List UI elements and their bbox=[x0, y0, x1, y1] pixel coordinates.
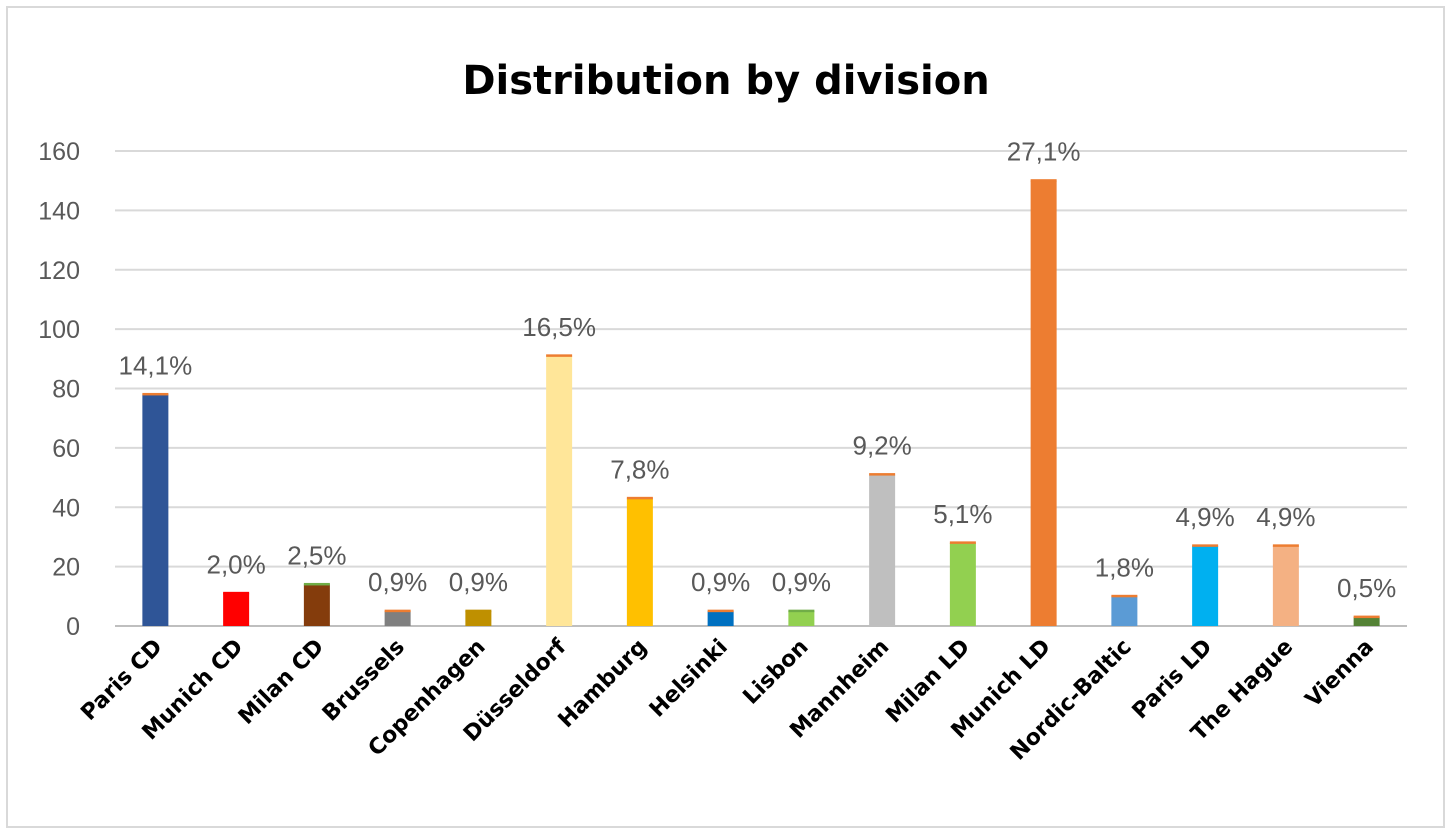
bar bbox=[1192, 545, 1219, 626]
y-tick-label: 160 bbox=[38, 138, 80, 166]
bar-cap bbox=[546, 354, 573, 357]
y-tick-label: 140 bbox=[38, 197, 80, 225]
bar-cap bbox=[626, 496, 653, 500]
category-label: Milan CD bbox=[234, 635, 329, 730]
category-label: Lisbon bbox=[739, 635, 814, 710]
data-label: 2,5% bbox=[287, 540, 346, 570]
data-label: 14,1% bbox=[119, 350, 193, 380]
bar bbox=[1353, 617, 1380, 626]
y-tick-label: 120 bbox=[38, 257, 80, 285]
bar-cap bbox=[465, 609, 492, 613]
bar bbox=[707, 611, 734, 626]
bar-chart: Distribution by division 0 20 40 60 80 100 120… bbox=[38, 58, 1407, 765]
y-tick-label: 100 bbox=[38, 316, 80, 344]
bar bbox=[869, 474, 896, 626]
data-label: 4,9% bbox=[1256, 502, 1315, 532]
chart-title: Distribution by division bbox=[462, 58, 989, 104]
bar bbox=[1030, 180, 1057, 626]
data-label: 0,9% bbox=[691, 567, 750, 597]
bar-cap bbox=[1192, 544, 1219, 547]
bar bbox=[384, 611, 411, 626]
bar bbox=[1111, 596, 1138, 626]
data-label: 0,5% bbox=[1337, 573, 1396, 603]
data-label: 7,8% bbox=[610, 454, 669, 484]
bars bbox=[142, 179, 1380, 626]
bar-cap bbox=[303, 582, 330, 586]
chart-frame: Distribution by division 0 20 40 60 80 100 120… bbox=[6, 6, 1445, 828]
y-axis-ticks: 0 20 40 60 80 100 120 140 160 bbox=[38, 138, 80, 641]
bar bbox=[465, 611, 492, 626]
gridlines bbox=[115, 150, 1407, 627]
bar-cap bbox=[223, 591, 250, 595]
bar-cap bbox=[142, 392, 169, 396]
bar-cap bbox=[384, 609, 411, 613]
bar-cap bbox=[869, 473, 896, 476]
bar bbox=[1272, 545, 1299, 626]
y-tick-label: 0 bbox=[66, 613, 80, 641]
data-label: 5,1% bbox=[933, 499, 992, 529]
bar bbox=[949, 542, 976, 626]
bar-cap bbox=[707, 609, 734, 613]
bar bbox=[142, 394, 169, 626]
y-tick-label: 60 bbox=[52, 435, 80, 463]
bar-cap bbox=[1353, 615, 1380, 619]
bar-cap bbox=[1030, 179, 1057, 182]
bar-cap bbox=[788, 609, 815, 613]
data-label: 16,5% bbox=[522, 312, 596, 342]
bar bbox=[626, 498, 653, 626]
bar-cap bbox=[1111, 594, 1138, 598]
data-label: 27,1% bbox=[1007, 137, 1081, 167]
y-tick-label: 20 bbox=[52, 554, 80, 582]
data-label: 0,9% bbox=[772, 567, 831, 597]
bar bbox=[223, 593, 250, 626]
category-label: Helsinki bbox=[645, 635, 733, 723]
bar-cap bbox=[1272, 544, 1299, 547]
bar bbox=[788, 611, 815, 626]
data-label: 0,9% bbox=[368, 567, 427, 597]
data-label: 0,9% bbox=[449, 567, 508, 597]
data-label: 9,2% bbox=[852, 431, 911, 461]
y-tick-label: 40 bbox=[52, 494, 80, 522]
data-label: 2,0% bbox=[206, 549, 265, 579]
bar bbox=[546, 355, 573, 626]
data-label: 1,8% bbox=[1095, 552, 1154, 582]
bar-cap bbox=[949, 541, 976, 544]
data-labels: 14,1% 2,0% 2,5% 0,9% 0,9% 16,5% 7,8% 0,9% 0,9% 9,… bbox=[119, 137, 1397, 603]
category-label: Vienna bbox=[1301, 635, 1379, 713]
bar bbox=[303, 584, 330, 626]
data-label: 4,9% bbox=[1175, 502, 1234, 532]
y-tick-label: 80 bbox=[52, 376, 80, 404]
